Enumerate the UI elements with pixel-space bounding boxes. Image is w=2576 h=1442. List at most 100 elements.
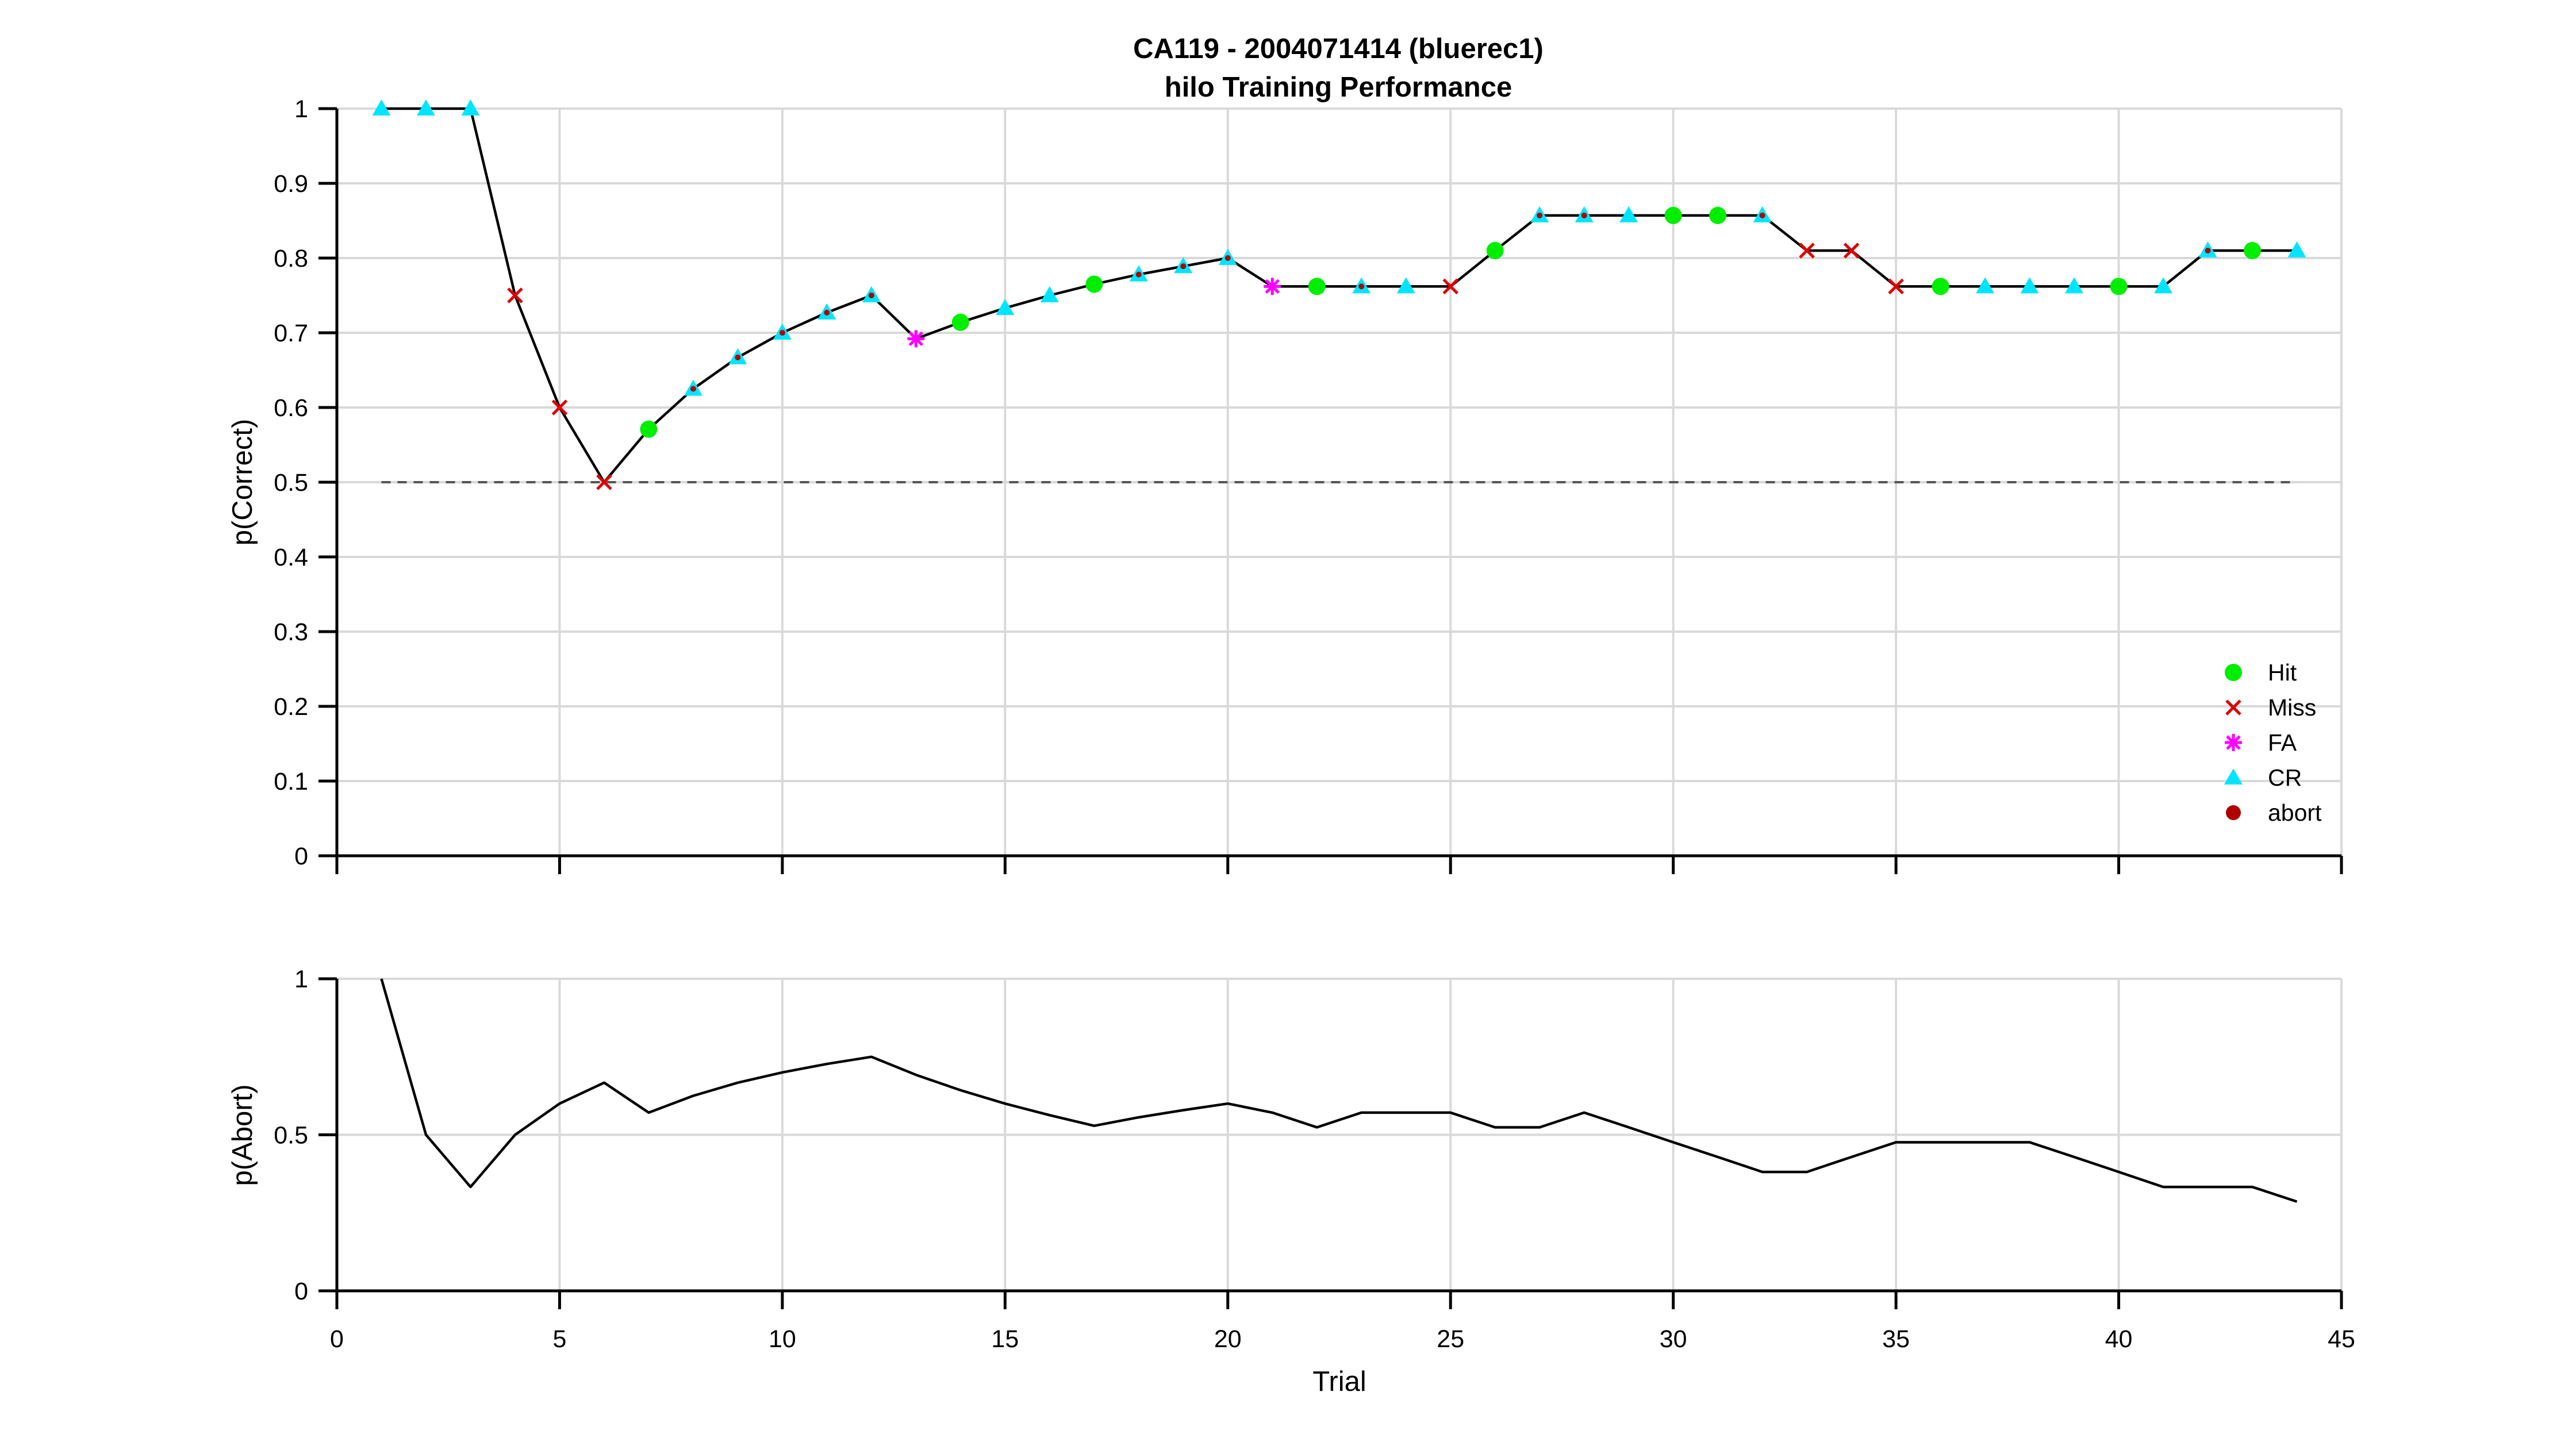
bottom-x-tick-label: 45	[2328, 1325, 2355, 1353]
bottom-y-tick-label: 0	[294, 1278, 308, 1305]
point-abort-overlay-marker	[1581, 212, 1587, 218]
top-y-tick-label: 0.7	[274, 320, 308, 347]
point-miss-marker	[1888, 278, 1904, 295]
point-miss-marker-stroke	[1799, 243, 1815, 259]
point-abort-overlay-marker	[868, 293, 874, 298]
point-cr-marker	[1396, 277, 1415, 294]
point-abort-overlay-marker	[1135, 271, 1142, 278]
top-panel-correct: 0 0.1 0.2 0.3 0.4 0.5 0.6 0.7 0.8 0.9 1 p(Correct)	[227, 95, 2343, 874]
top-y-tick-label: 0.3	[274, 618, 308, 646]
top-axes: 0 0.1 0.2 0.3 0.4 0.5 0.6 0.7 0.8 0.9 1	[274, 95, 2343, 874]
top-y-tick-label: 0.2	[274, 693, 308, 721]
legend-item-cr: CR	[2224, 764, 2302, 791]
bottom-x-tick-label: 10	[769, 1325, 796, 1353]
bottom-series	[380, 978, 2298, 1203]
legend-item-fa: FA	[2225, 729, 2297, 756]
point-fa-marker	[1264, 278, 1281, 295]
point-abort-overlay-marker	[1759, 212, 1765, 218]
point-cr-marker	[461, 99, 480, 116]
legend-hit-marker	[2225, 664, 2242, 681]
legend-hit-label: Hit	[2268, 659, 2297, 686]
legend-fa-label: FA	[2268, 729, 2297, 756]
point-abort-overlay-marker	[1537, 212, 1543, 218]
bottom-axes: 0 5 10 15 20 25 30 35 40 45 0 0.5 1	[274, 966, 2355, 1353]
point-fa-marker-stroke	[908, 331, 924, 347]
point-abort-overlay-marker	[1224, 255, 1231, 261]
top-y-axis-label: p(Correct)	[227, 419, 258, 546]
bottom-y-axis-label: p(Abort)	[227, 1084, 258, 1186]
p-abort-line	[380, 978, 2298, 1203]
top-y-tick-label: 0.5	[274, 469, 308, 497]
point-abort-overlay-marker	[735, 354, 741, 360]
top-y-tick-label: 0.4	[274, 544, 308, 571]
bottom-x-tick-label: 20	[1214, 1325, 1242, 1353]
point-cr-marker	[2065, 277, 2084, 294]
bottom-x-tick-label: 5	[552, 1325, 566, 1353]
legend-abort-marker	[2226, 805, 2241, 820]
legend-cr-marker	[2224, 768, 2243, 785]
point-miss-marker	[1799, 243, 1815, 259]
bottom-x-tick-label: 35	[1882, 1325, 1910, 1353]
bottom-y-tick-label: 0.5	[274, 1122, 308, 1149]
point-abort-overlay-marker	[1358, 283, 1365, 290]
point-cr-marker	[996, 299, 1015, 316]
point-cr-marker	[372, 99, 391, 116]
point-cr-marker	[1976, 277, 1995, 294]
point-abort-overlay-marker	[779, 330, 785, 336]
point-fa-marker	[907, 330, 925, 348]
point-abort-overlay-marker	[824, 309, 830, 316]
point-cr-marker	[1619, 206, 1638, 222]
legend-item-abort: abort	[2226, 799, 2322, 826]
top-y-tick-label: 0.6	[274, 394, 308, 422]
bottom-x-tick-label: 30	[1660, 1325, 1687, 1353]
point-cr-marker	[1040, 286, 1059, 302]
point-miss-marker	[507, 287, 523, 303]
bottom-grid	[337, 978, 2343, 1291]
bottom-x-tick-label: 25	[1437, 1325, 1464, 1353]
point-miss-marker	[551, 399, 568, 416]
top-y-tick-label: 0	[294, 843, 308, 870]
figure-title-line2: hilo Training Performance	[1165, 72, 1512, 103]
bottom-x-tick-label: 40	[2105, 1325, 2133, 1353]
top-y-tick-label: 1	[294, 95, 308, 123]
point-miss-marker-stroke	[551, 399, 568, 416]
point-miss-marker-stroke	[1843, 243, 1860, 259]
point-cr-marker	[2287, 241, 2306, 257]
bottom-y-tick-label: 1	[294, 966, 308, 993]
point-miss-marker	[1843, 243, 1860, 259]
legend-miss-marker	[2225, 699, 2241, 716]
point-hit-marker	[1932, 278, 1949, 295]
point-hit-marker	[640, 420, 658, 438]
bottom-x-tick-label: 15	[991, 1325, 1019, 1353]
top-series	[372, 99, 2306, 490]
top-y-tick-label: 0.8	[274, 245, 308, 272]
legend-item-miss: Miss	[2225, 694, 2316, 721]
x-axis-label: Trial	[1312, 1366, 1366, 1397]
point-hit-marker	[1709, 206, 1727, 224]
point-miss-marker-stroke	[1442, 278, 1458, 295]
figure-title-line1: CA119 - 2004071414 (bluerec1)	[1133, 33, 1544, 64]
point-fa-marker-stroke	[1265, 279, 1280, 294]
legend-fa-marker-stroke	[2226, 735, 2241, 750]
legend: Hit Miss FA CR abort	[2224, 659, 2322, 826]
point-hit-marker	[1664, 206, 1682, 224]
point-abort-overlay-marker	[1180, 263, 1187, 270]
point-abort-overlay-marker	[2205, 248, 2211, 253]
legend-item-hit: Hit	[2225, 659, 2297, 686]
point-cr-marker	[2154, 277, 2173, 294]
point-miss-marker-stroke	[596, 474, 612, 490]
bottom-x-tick-label: 0	[330, 1325, 344, 1353]
point-cr-marker	[416, 99, 435, 116]
point-hit-marker	[1308, 278, 1326, 295]
point-miss-marker-stroke	[507, 287, 523, 303]
point-abort-overlay-marker	[690, 386, 696, 392]
point-hit-marker	[2244, 242, 2262, 259]
legend-abort-label: abort	[2268, 799, 2322, 826]
legend-miss-label: Miss	[2268, 694, 2316, 721]
legend-cr-label: CR	[2268, 764, 2302, 791]
p-correct-line	[381, 107, 2297, 484]
point-miss-marker	[596, 474, 612, 490]
point-hit-marker	[1085, 275, 1103, 293]
point-hit-marker	[951, 313, 969, 331]
